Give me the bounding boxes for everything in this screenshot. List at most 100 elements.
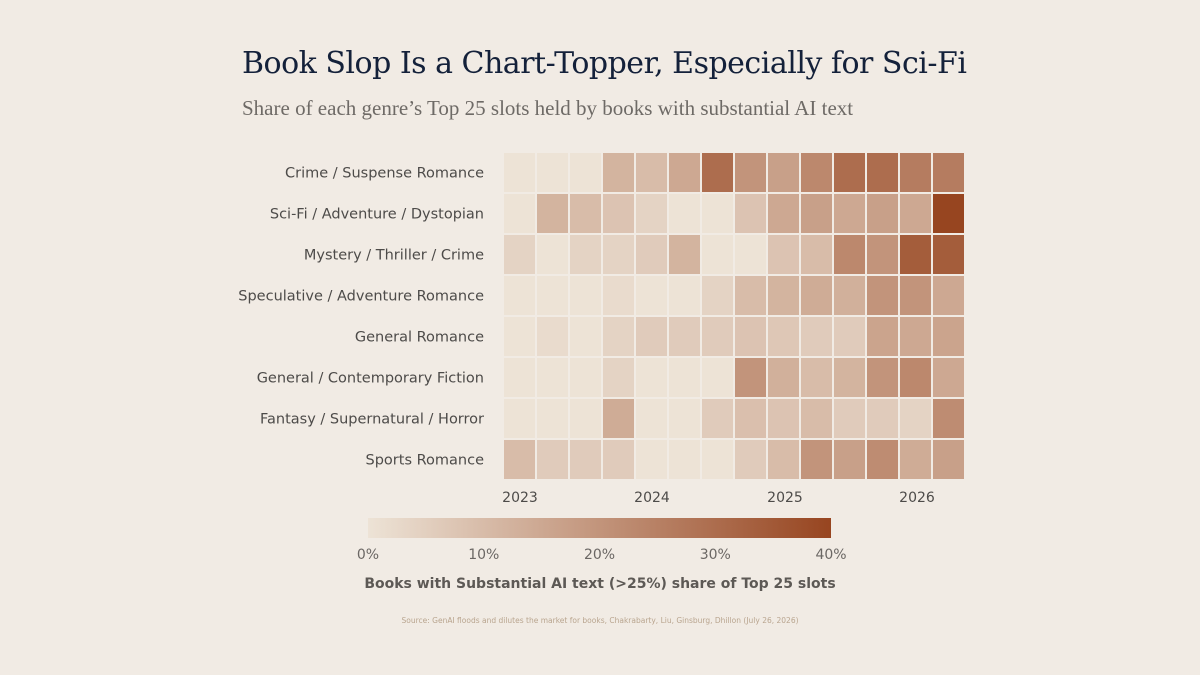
heatmap-cell	[867, 399, 898, 438]
heatmap-cell	[768, 440, 799, 479]
heatmap-cell	[768, 399, 799, 438]
heatmap-cell	[702, 276, 733, 315]
heatmap-cell	[636, 276, 667, 315]
row-label: General Romance	[355, 330, 484, 346]
heatmap-cell	[504, 399, 535, 438]
heatmap-cell	[504, 153, 535, 192]
heatmap-cell	[834, 399, 865, 438]
heatmap-cell	[867, 235, 898, 274]
heatmap-cell	[702, 440, 733, 479]
heatmap-cell	[636, 194, 667, 233]
heatmap-cell	[570, 399, 601, 438]
heatmap-cell	[768, 276, 799, 315]
heatmap-cell	[504, 317, 535, 356]
heatmap-cell	[867, 358, 898, 397]
heatmap-cell	[834, 358, 865, 397]
heatmap-cell	[537, 317, 568, 356]
row-label: Sports Romance	[366, 453, 485, 469]
row-label: Fantasy / Supernatural / Horror	[260, 412, 484, 428]
heatmap-cell	[768, 194, 799, 233]
heatmap-cell	[669, 399, 700, 438]
heatmap-cell	[900, 235, 931, 274]
heatmap-cell	[537, 440, 568, 479]
year-axis-labels: 2023 2024 2025 2026	[502, 490, 935, 506]
row-labels: Crime / Suspense Romance Sci-Fi / Adventu…	[238, 166, 484, 469]
heatmap-cell	[570, 317, 601, 356]
heatmap-cell	[570, 194, 601, 233]
legend-tick-label: 10%	[468, 547, 499, 563]
heatmap-cell	[570, 276, 601, 315]
row-label: Crime / Suspense Romance	[285, 166, 484, 182]
legend-tick-label: 30%	[700, 547, 731, 563]
row-label: Speculative / Adventure Romance	[238, 289, 484, 305]
heatmap-cell	[834, 276, 865, 315]
heatmap-cell	[900, 440, 931, 479]
heatmap-cell	[702, 194, 733, 233]
heatmap-cell	[900, 358, 931, 397]
heatmap-cell	[669, 276, 700, 315]
legend-tick-label: 20%	[584, 547, 615, 563]
heatmap-cell	[801, 358, 832, 397]
heatmap-cell	[768, 358, 799, 397]
legend-tick-label: 0%	[357, 547, 379, 563]
heatmap-cell	[636, 358, 667, 397]
year-tick-label: 2026	[899, 490, 935, 506]
heatmap-cell	[702, 317, 733, 356]
heatmap-cell	[933, 153, 964, 192]
legend-tick-label: 40%	[815, 547, 846, 563]
heatmap-cell	[735, 235, 766, 274]
row-label: Sci-Fi / Adventure / Dystopian	[270, 207, 484, 223]
heatmap-cell	[801, 399, 832, 438]
heatmap-cell	[537, 276, 568, 315]
heatmap-cell	[570, 358, 601, 397]
year-tick-label: 2025	[767, 490, 803, 506]
heatmap-cell	[900, 276, 931, 315]
heatmap-cell	[801, 153, 832, 192]
heatmap-cell	[504, 440, 535, 479]
heatmap-cell	[933, 399, 964, 438]
heatmap-cell	[603, 399, 634, 438]
heatmap-cell	[933, 235, 964, 274]
heatmap-cell	[570, 440, 601, 479]
heatmap-cell	[669, 153, 700, 192]
heatmap-cell	[867, 194, 898, 233]
heatmap-cell	[867, 276, 898, 315]
heatmap-cell	[702, 358, 733, 397]
heatmap-cell	[603, 440, 634, 479]
heatmap-cell	[636, 399, 667, 438]
heatmap-cell	[537, 153, 568, 192]
heatmap-cell	[702, 399, 733, 438]
heatmap-cell	[669, 358, 700, 397]
heatmap-cell	[933, 440, 964, 479]
heatmap-cell	[504, 235, 535, 274]
heatmap-cell	[603, 358, 634, 397]
heatmap-cell	[702, 153, 733, 192]
heatmap-cell	[768, 235, 799, 274]
heatmap-cell	[504, 276, 535, 315]
heatmap-cell	[603, 276, 634, 315]
heatmap-cell	[834, 153, 865, 192]
heatmap-cell	[801, 276, 832, 315]
heatmap-cell	[735, 317, 766, 356]
heatmap-cell	[735, 399, 766, 438]
heatmap-cell	[867, 153, 898, 192]
heatmap-cell	[537, 194, 568, 233]
heatmap-cell	[603, 317, 634, 356]
heatmap-cell	[933, 276, 964, 315]
heatmap-cell	[900, 194, 931, 233]
heatmap-cell	[669, 235, 700, 274]
chart-subtitle: Share of each genre’s Top 25 slots held …	[242, 96, 854, 120]
source-note: Source: GenAI floods and dilutes the mar…	[401, 616, 799, 625]
heatmap-cell	[933, 194, 964, 233]
heatmap-cell	[801, 194, 832, 233]
heatmap-cell	[834, 440, 865, 479]
heatmap-cells	[504, 153, 964, 479]
heatmap-cell	[801, 440, 832, 479]
heatmap-cell	[768, 153, 799, 192]
heatmap-cell	[504, 358, 535, 397]
heatmap-cell	[735, 358, 766, 397]
heatmap-cell	[603, 235, 634, 274]
heatmap-cell	[801, 235, 832, 274]
heatmap-cell	[669, 194, 700, 233]
heatmap-cell	[900, 317, 931, 356]
